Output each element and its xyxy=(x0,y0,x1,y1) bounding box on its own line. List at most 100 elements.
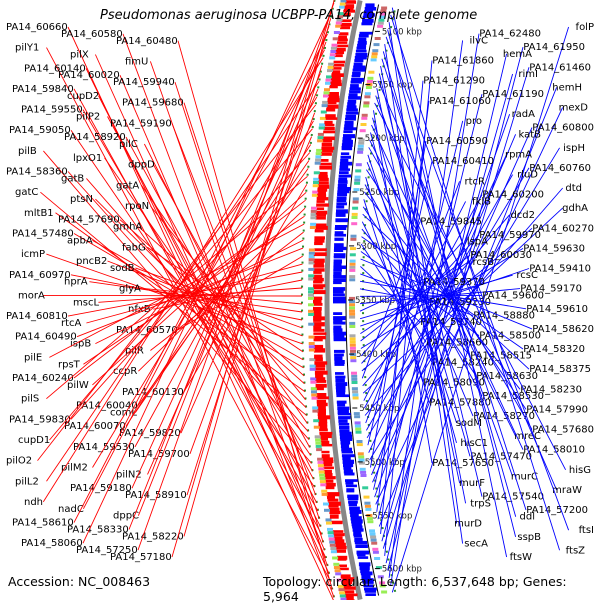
reverse-gene-mark xyxy=(333,296,346,301)
reverse-gene-label: PA14_61190 xyxy=(482,89,544,100)
forward-gene-mark xyxy=(336,44,349,48)
reverse-label-line xyxy=(381,73,514,542)
cog-block xyxy=(353,412,360,416)
forward-gene-label: PA14_57250 xyxy=(76,545,138,556)
reverse-gene-label: PA14_57540 xyxy=(482,492,544,503)
reverse-gene-mark xyxy=(338,422,350,426)
forward-gene-mark xyxy=(337,555,348,560)
cog-block xyxy=(318,467,325,471)
forward-gene-label: glyA xyxy=(119,284,141,295)
reverse-gene-mark xyxy=(336,202,347,206)
reverse-gene-mark xyxy=(333,265,347,269)
scale-label: 5450 kbp xyxy=(359,404,399,414)
forward-gene-mark xyxy=(324,120,333,125)
cog-block xyxy=(308,261,315,265)
cog-block xyxy=(358,458,365,462)
forward-gene-label: PA14_60970 xyxy=(9,270,71,281)
forward-gene-label: rpsT xyxy=(58,359,81,370)
cog-block xyxy=(324,88,330,92)
forward-gene-mark xyxy=(313,338,323,342)
cog-block xyxy=(312,406,319,410)
reverse-gene-mark xyxy=(362,580,374,584)
reverse-gene-label: rtcR xyxy=(465,176,486,187)
cog-block xyxy=(361,113,368,117)
cog-block xyxy=(313,177,320,181)
cog-block xyxy=(332,37,339,41)
forward-label-line xyxy=(174,81,324,543)
cog-block xyxy=(359,467,366,471)
cog-block xyxy=(318,470,325,474)
forward-gene-label: pilX xyxy=(70,50,89,61)
cog-block xyxy=(337,12,344,16)
scale-label: 5600 kbp xyxy=(382,565,422,575)
reverse-gene-mark xyxy=(333,325,342,330)
cog-block xyxy=(308,287,314,291)
forward-gene-mark xyxy=(313,326,322,330)
reverse-gene-mark xyxy=(336,391,346,395)
forward-gene-mark xyxy=(344,4,355,9)
cog-block xyxy=(336,18,343,22)
cog-block xyxy=(324,508,330,512)
forward-gene-label: pilP2 xyxy=(76,112,100,123)
reverse-gene-mark xyxy=(357,556,369,559)
reverse-gene-mark xyxy=(338,180,348,184)
cog-block xyxy=(308,290,314,294)
forward-gene-label: pilY1 xyxy=(15,43,39,54)
forward-label-line xyxy=(83,49,325,510)
forward-gene-mark xyxy=(321,146,335,150)
cog-block xyxy=(316,448,323,452)
cog-block xyxy=(310,209,317,213)
cog-block xyxy=(358,461,365,465)
forward-gene-mark xyxy=(322,459,334,464)
reverse-gene-mark xyxy=(333,261,342,266)
forward-gene-label: icmP xyxy=(21,249,45,260)
forward-label-line xyxy=(153,279,303,310)
cog-block xyxy=(363,101,370,105)
forward-gene-mark xyxy=(314,357,323,362)
forward-gene-mark xyxy=(333,60,346,64)
cog-block xyxy=(349,321,356,325)
forward-label-line xyxy=(137,41,327,516)
reverse-gene-label: mraW xyxy=(552,485,582,496)
cog-block xyxy=(308,248,315,252)
forward-gene-label: dppC xyxy=(113,511,139,522)
cog-block xyxy=(321,492,328,496)
forward-gene-mark xyxy=(335,51,345,55)
forward-gene-label: ptsN xyxy=(70,194,93,205)
cog-block xyxy=(349,262,356,266)
reverse-gene-mark xyxy=(337,192,348,197)
reverse-gene-label: secA xyxy=(464,539,488,550)
forward-gene-mark xyxy=(313,277,324,282)
reverse-gene-mark xyxy=(339,431,352,436)
reverse-gene-mark xyxy=(348,503,358,507)
forward-label-line xyxy=(144,288,303,305)
cog-block xyxy=(309,226,316,229)
cog-block xyxy=(377,575,384,579)
reverse-gene-label: PA14_58880 xyxy=(473,311,535,322)
reverse-gene-label: hisG xyxy=(569,465,591,476)
reverse-gene-mark xyxy=(347,494,359,499)
forward-gene-mark xyxy=(320,159,329,162)
forward-gene-label: PA14_60580 xyxy=(61,29,123,40)
cog-block xyxy=(338,588,345,592)
reverse-gene-label: PA14_58240 xyxy=(432,357,494,368)
reverse-gene-mark xyxy=(337,403,346,407)
cog-block xyxy=(327,69,333,73)
reverse-label-line xyxy=(359,274,513,320)
forward-gene-mark xyxy=(338,35,347,40)
forward-gene-mark xyxy=(314,239,325,243)
cog-block xyxy=(311,206,317,210)
forward-gene-mark xyxy=(318,425,328,430)
reverse-label-line xyxy=(380,66,467,504)
reverse-gene-mark xyxy=(350,516,362,521)
reverse-gene-mark xyxy=(343,463,354,468)
reverse-gene-mark xyxy=(361,574,371,579)
reverse-gene-mark xyxy=(334,362,345,366)
forward-gene-mark xyxy=(313,335,326,340)
cog-block xyxy=(337,584,344,588)
reverse-gene-mark xyxy=(353,534,362,538)
forward-gene-mark xyxy=(327,98,340,103)
cog-block xyxy=(312,190,319,194)
forward-gene-mark xyxy=(316,203,329,207)
cog-block xyxy=(335,572,342,576)
